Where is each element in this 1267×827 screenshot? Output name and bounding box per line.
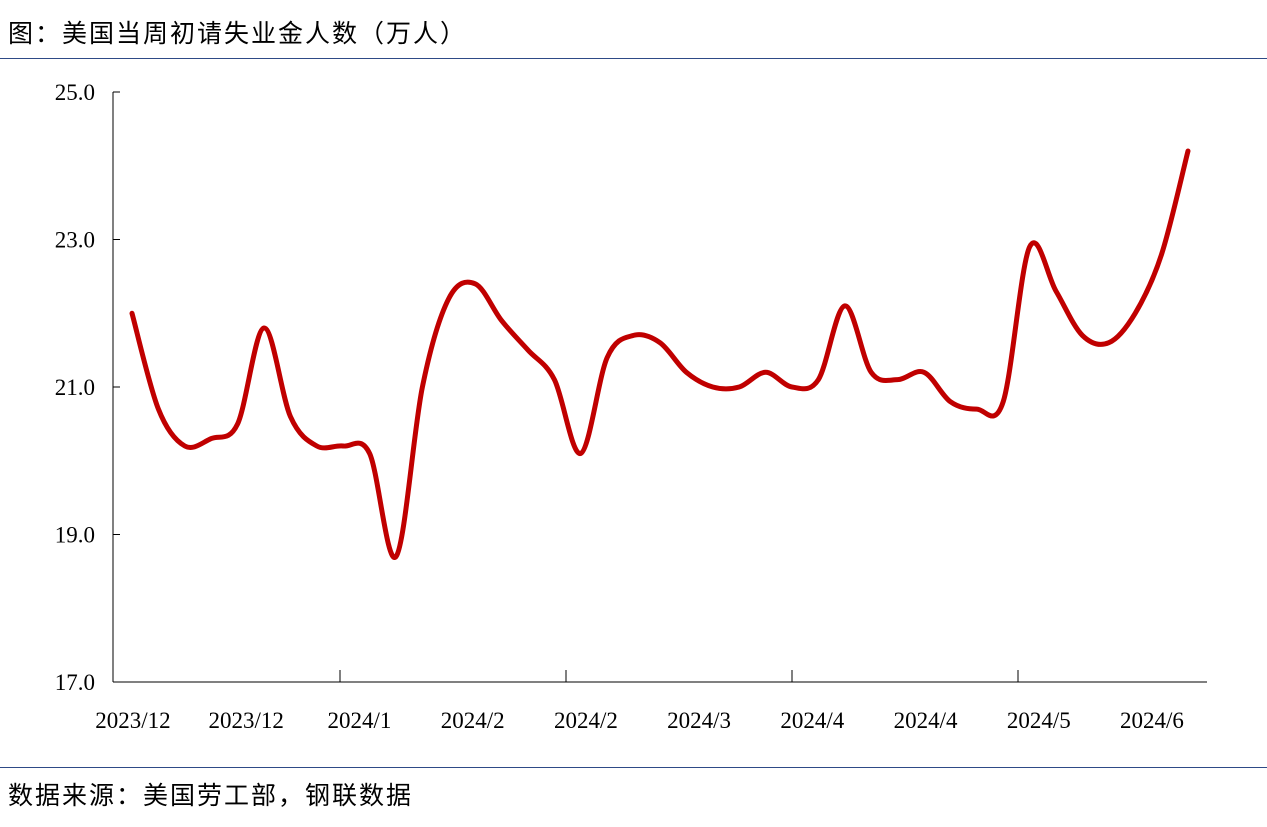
line-chart: 17.0 19.0 21.0 23.0 25.0 2023/12 2023/12 2024/1… <box>55 80 1207 733</box>
title-divider <box>0 58 1267 59</box>
series-line <box>129 148 1191 560</box>
y-tick-label: 19.0 <box>55 523 95 548</box>
x-tick-label: 2024/3 <box>667 708 731 733</box>
axes <box>112 91 1207 683</box>
x-tick-label: 2024/4 <box>894 708 958 733</box>
x-tick-label: 2023/12 <box>95 708 170 733</box>
x-tick-label: 2024/6 <box>1120 708 1184 733</box>
source-note: 数据来源：美国劳工部，钢联数据 <box>8 781 414 810</box>
series-group <box>129 148 1191 560</box>
x-tick-label: 2024/1 <box>327 708 391 733</box>
x-tick-label: 2023/12 <box>209 708 284 733</box>
y-tick-label: 21.0 <box>55 375 95 400</box>
source-divider <box>0 767 1267 768</box>
y-tick-label: 23.0 <box>55 228 95 253</box>
x-tick-label: 2024/2 <box>441 708 505 733</box>
tick-labels: 17.0 19.0 21.0 23.0 25.0 2023/12 2023/12 2024/1… <box>55 80 1184 733</box>
x-tick-label: 2024/4 <box>780 708 844 733</box>
x-tick-label: 2024/5 <box>1007 708 1071 733</box>
x-tick-label: 2024/2 <box>554 708 618 733</box>
y-tick-label: 25.0 <box>55 80 95 105</box>
chart-title: 图：美国当周初请失业金人数（万人） <box>8 19 468 48</box>
y-tick-label: 17.0 <box>55 670 95 695</box>
